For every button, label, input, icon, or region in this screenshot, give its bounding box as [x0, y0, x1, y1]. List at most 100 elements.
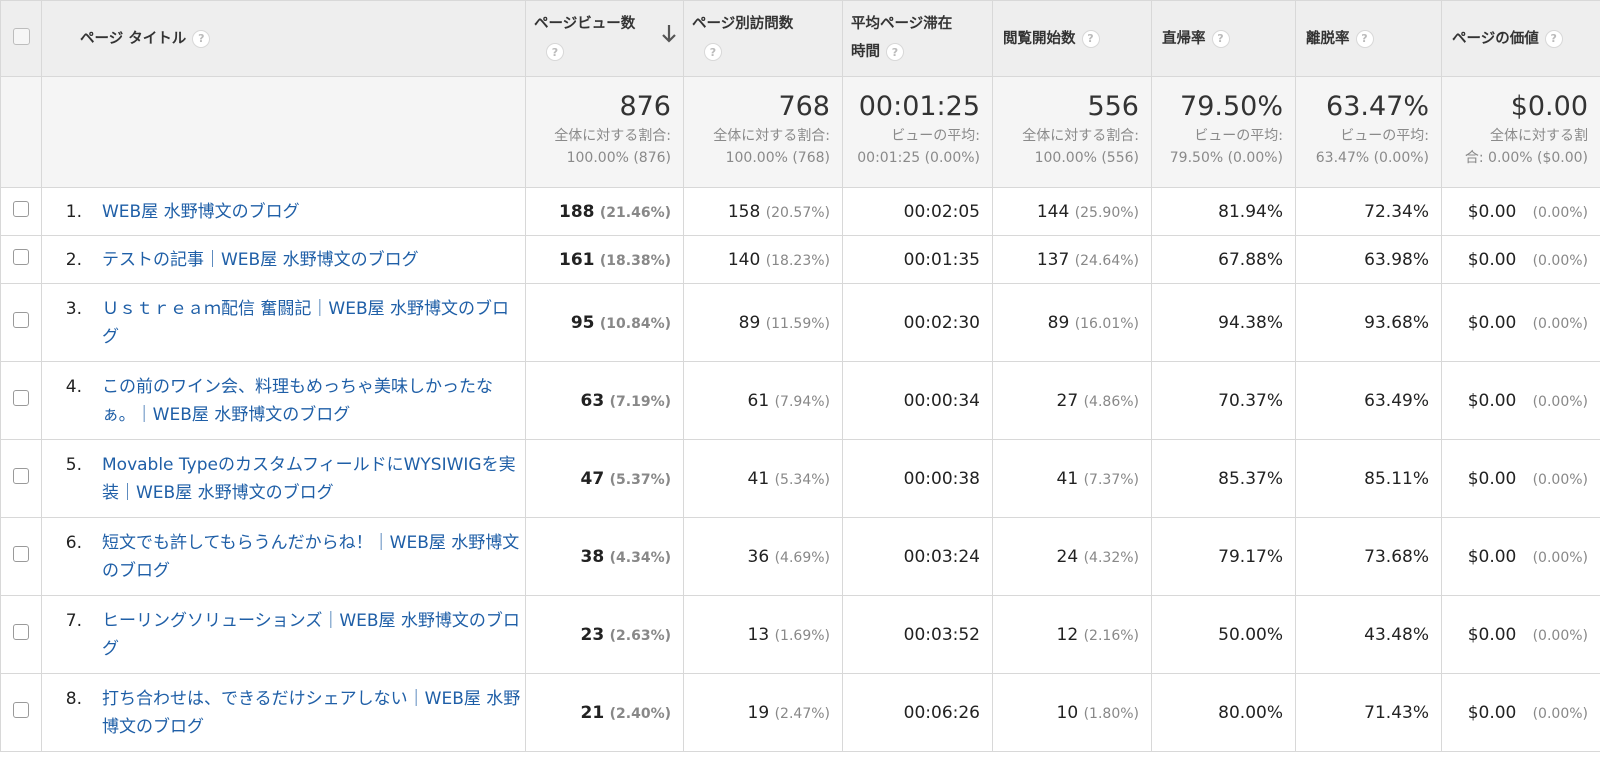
row-checkbox[interactable]: [13, 201, 29, 217]
bounce-rate-cell: 79.17%: [1151, 517, 1296, 596]
unique-pageviews-pct: (7.94%): [774, 393, 830, 410]
page-value-value: $0.00: [1467, 249, 1517, 270]
exit-rate-cell: 63.98%: [1295, 235, 1442, 284]
entrances-pct: (4.32%): [1083, 549, 1139, 566]
exit-rate-value: 72.34%: [1364, 201, 1429, 222]
avg-time-value: 00:06:26: [903, 702, 980, 723]
pageviews-pct: (5.37%): [609, 471, 671, 488]
help-icon[interactable]: ?: [192, 29, 211, 48]
row-checkbox[interactable]: [13, 312, 29, 328]
help-icon[interactable]: ?: [886, 43, 904, 61]
summary-sub: 00:01:25 (0.00%): [857, 150, 980, 166]
help-icon[interactable]: ?: [1211, 29, 1230, 48]
col-entrances[interactable]: 閲覧開始数?: [992, 0, 1152, 77]
help-icon[interactable]: ?: [546, 43, 564, 61]
summary-avg-time: 00:01:25 ビューの平均: 00:01:25 (0.00%): [842, 76, 993, 188]
entrances-pct: (24.64%): [1074, 252, 1139, 269]
col-exit-rate[interactable]: 離脱率?: [1295, 0, 1442, 77]
page-value-cell: $0.00 (0.00%): [1441, 595, 1600, 674]
page-title-cell: 4. この前のワイン会、料理もめっちゃ美味しかったなぁ。｜WEB屋 水野博文のブロ…: [41, 361, 526, 440]
unique-pageviews-cell: 61 (7.94%): [683, 361, 843, 440]
pageviews-cell: 38 (4.34%): [525, 517, 684, 596]
unique-pageviews-pct: (2.47%): [774, 705, 830, 722]
page-value-cell: $0.00 (0.00%): [1441, 283, 1600, 362]
entrances-value: 41: [1056, 468, 1079, 489]
page-value-pct: (0.00%): [1532, 315, 1588, 332]
exit-rate-cell: 93.68%: [1295, 283, 1442, 362]
page-title-link[interactable]: Ｕｓｔｒｅａｍ配信 奮闘記｜WEB屋 水野博文のブログ: [102, 298, 510, 347]
page-title-link[interactable]: 打ち合わせは、できるだけシェアしない｜WEB屋 水野博文のブログ: [102, 688, 521, 737]
bounce-rate-cell: 94.38%: [1151, 283, 1296, 362]
row-checkbox[interactable]: [13, 624, 29, 640]
page-value-pct: (0.00%): [1532, 204, 1588, 221]
row-checkbox[interactable]: [13, 702, 29, 718]
summary-sub: 全体に対する割合:: [554, 128, 671, 144]
entrances-value: 137: [1036, 249, 1070, 270]
row-index: 1.: [65, 201, 82, 222]
sort-descending-icon[interactable]: [661, 23, 677, 45]
pageviews-value: 38: [580, 546, 605, 567]
avg-time-cell: 00:02:05: [842, 187, 993, 236]
pageviews-pct: (21.46%): [599, 204, 671, 221]
col-unique-pageviews-label: ページ別訪問数: [692, 16, 794, 32]
page-title-link[interactable]: テストの記事｜WEB屋 水野博文のブログ: [102, 249, 419, 270]
header-row: ページ タイトル? ページビュー数 ? ページ別訪問数 ?: [0, 0, 1600, 77]
pageviews-cell: 63 (7.19%): [525, 361, 684, 440]
entrances-pct: (16.01%): [1074, 315, 1139, 332]
page-title-cell: 8. 打ち合わせは、できるだけシェアしない｜WEB屋 水野博文のブログ: [41, 673, 526, 752]
row-checkbox[interactable]: [13, 468, 29, 484]
bounce-rate-value: 70.37%: [1218, 390, 1283, 411]
row-checkbox[interactable]: [13, 249, 29, 265]
table-row: 2. テストの記事｜WEB屋 水野博文のブログ 161 (18.38%) 140 (1…: [0, 235, 1600, 284]
entrances-value: 12: [1056, 624, 1079, 645]
page-value-value: $0.00: [1467, 201, 1517, 222]
col-avg-time[interactable]: 平均ページ滞在 時間?: [842, 0, 993, 77]
summary-sub: 全体に対する割合:: [713, 128, 830, 144]
unique-pageviews-cell: 13 (1.69%): [683, 595, 843, 674]
entrances-cell: 89 (16.01%): [992, 283, 1152, 362]
unique-pageviews-value: 36: [747, 546, 770, 567]
col-pageviews[interactable]: ページビュー数 ?: [525, 0, 684, 77]
row-checkbox-cell: [0, 283, 42, 362]
help-icon[interactable]: ?: [704, 43, 722, 61]
summary-value: 00:01:25: [858, 91, 980, 122]
bounce-rate-value: 94.38%: [1218, 312, 1283, 333]
entrances-value: 27: [1056, 390, 1079, 411]
entrances-value: 10: [1056, 702, 1079, 723]
help-icon[interactable]: ?: [1544, 29, 1563, 48]
help-icon[interactable]: ?: [1081, 29, 1100, 48]
page-value-value: $0.00: [1467, 624, 1517, 645]
avg-time-value: 00:02:30: [903, 312, 980, 333]
page-title-link[interactable]: WEB屋 水野博文のブログ: [102, 201, 300, 222]
summary-sub: 63.47% (0.00%): [1315, 150, 1429, 166]
help-icon[interactable]: ?: [1355, 29, 1374, 48]
unique-pageviews-cell: 89 (11.59%): [683, 283, 843, 362]
exit-rate-cell: 85.11%: [1295, 439, 1442, 518]
summary-sub: 全体に対する割: [1490, 128, 1588, 144]
entrances-cell: 24 (4.32%): [992, 517, 1152, 596]
page-value-cell: $0.00 (0.00%): [1441, 235, 1600, 284]
page-value-value: $0.00: [1467, 390, 1517, 411]
col-bounce-rate-label: 直帰率: [1162, 30, 1206, 47]
col-page-value[interactable]: ページの価値?: [1441, 0, 1600, 77]
summary-sub: 79.50% (0.00%): [1169, 150, 1283, 166]
page-title-link[interactable]: この前のワイン会、料理もめっちゃ美味しかったなぁ。｜WEB屋 水野博文のブログ: [102, 376, 493, 425]
page-title-link[interactable]: 短文でも許してもらうんだからね！｜WEB屋 水野博文のブログ: [102, 532, 520, 581]
avg-time-value: 00:03:24: [903, 546, 980, 567]
entrances-value: 24: [1056, 546, 1079, 567]
row-index: 3.: [65, 298, 82, 319]
page-title-link[interactable]: ヒーリングソリューションズ｜WEB屋 水野博文のブログ: [102, 610, 520, 659]
avg-time-cell: 00:02:30: [842, 283, 993, 362]
entrances-value: 89: [1047, 312, 1070, 333]
col-page-title[interactable]: ページ タイトル?: [41, 0, 526, 77]
exit-rate-cell: 43.48%: [1295, 595, 1442, 674]
exit-rate-value: 71.43%: [1364, 702, 1429, 723]
page-title-link[interactable]: Movable TypeのカスタムフィールドにWYSIWIGを実装｜WEB屋 水…: [102, 454, 516, 503]
col-unique-pageviews[interactable]: ページ別訪問数 ?: [683, 0, 843, 77]
col-page-title-label: ページ タイトル: [80, 30, 187, 47]
unique-pageviews-cell: 19 (2.47%): [683, 673, 843, 752]
row-checkbox[interactable]: [13, 546, 29, 562]
row-checkbox[interactable]: [13, 390, 29, 406]
col-bounce-rate[interactable]: 直帰率?: [1151, 0, 1296, 77]
select-all-checkbox[interactable]: [12, 28, 30, 45]
